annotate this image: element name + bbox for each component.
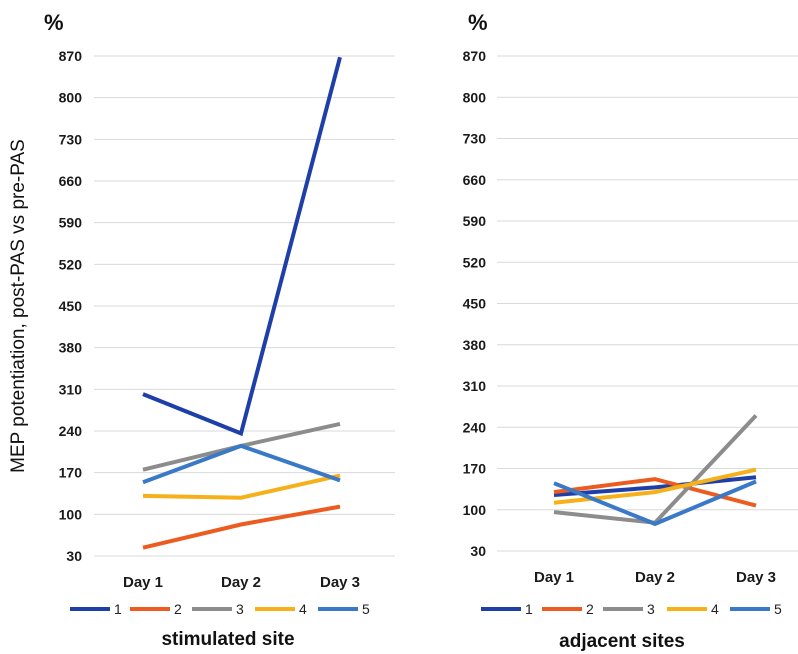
y-tick-label: 450 xyxy=(463,296,487,312)
series-line-1 xyxy=(553,475,757,497)
x-category-label: Day 3 xyxy=(736,569,776,586)
y-tick-label: 30 xyxy=(66,548,82,564)
unit-label: % xyxy=(468,10,488,35)
y-tick-label: 800 xyxy=(463,89,487,105)
unit-label: % xyxy=(44,10,64,35)
series-line-3 xyxy=(553,414,758,525)
y-tick-label: 170 xyxy=(463,461,487,477)
legend-label-2: 2 xyxy=(174,601,182,617)
y-tick-label: 730 xyxy=(463,131,487,147)
y-tick-label: 310 xyxy=(59,381,83,397)
legend-label-5: 5 xyxy=(362,601,370,617)
series-line-5 xyxy=(142,443,341,485)
y-tick-label: 520 xyxy=(463,254,487,270)
y-tick-label: 100 xyxy=(463,502,487,518)
y-tick-label: 170 xyxy=(59,465,83,481)
y-tick-label: 310 xyxy=(463,378,487,394)
series-line-2 xyxy=(142,504,341,550)
legend-label-1: 1 xyxy=(525,601,533,617)
y-tick-label: 520 xyxy=(59,256,83,272)
panel-caption: stimulated site xyxy=(161,629,294,650)
y-tick-label: 240 xyxy=(59,423,83,439)
y-tick-label: 30 xyxy=(470,543,486,559)
x-category-label: Day 3 xyxy=(320,574,360,591)
legend-label-3: 3 xyxy=(647,601,655,617)
series-line-1 xyxy=(142,56,342,437)
adjacent-sites-panel: 870 800 730 660 590 520 450 380 310 240 170 100 30% D… xyxy=(463,10,798,652)
x-category-label: Day 2 xyxy=(635,569,675,586)
y-tick-label: 450 xyxy=(59,298,83,314)
y-tick-label: 660 xyxy=(59,173,83,189)
legend-label-5: 5 xyxy=(774,601,782,617)
y-tick-label: 660 xyxy=(463,172,487,188)
y-tick-label: 590 xyxy=(463,213,487,229)
legend-label-4: 4 xyxy=(711,601,719,617)
y-tick-label: 730 xyxy=(59,131,83,147)
y-tick-label: 100 xyxy=(59,506,83,522)
x-category-label: Day 1 xyxy=(534,569,574,586)
x-category-label: Day 1 xyxy=(123,574,163,591)
series-line-4 xyxy=(553,467,757,505)
y-tick-label: 870 xyxy=(59,48,83,64)
legend-label-2: 2 xyxy=(586,601,594,617)
legend-label-1: 1 xyxy=(114,601,122,617)
y-tick-label: 590 xyxy=(59,215,83,231)
y-tick-label: 380 xyxy=(59,340,83,356)
x-category-label: Day 2 xyxy=(221,574,261,591)
y-tick-label: 380 xyxy=(463,337,487,353)
y-tick-label: 800 xyxy=(59,90,83,106)
stimulated-site-panel: 870 800 730 660 590 520 450 380 310 240 170 100 30% M… xyxy=(8,10,395,650)
y-tick-label: 240 xyxy=(463,419,487,435)
legend-label-3: 3 xyxy=(236,601,244,617)
series-line-5 xyxy=(553,479,757,527)
legend-label-4: 4 xyxy=(299,601,307,617)
y-axis-title: MEP potentiation, post-PAS vs pre-PAS xyxy=(8,139,29,473)
panel-caption: adjacent sites xyxy=(559,631,685,652)
series-line-4 xyxy=(142,473,341,500)
y-tick-label: 870 xyxy=(463,48,487,64)
